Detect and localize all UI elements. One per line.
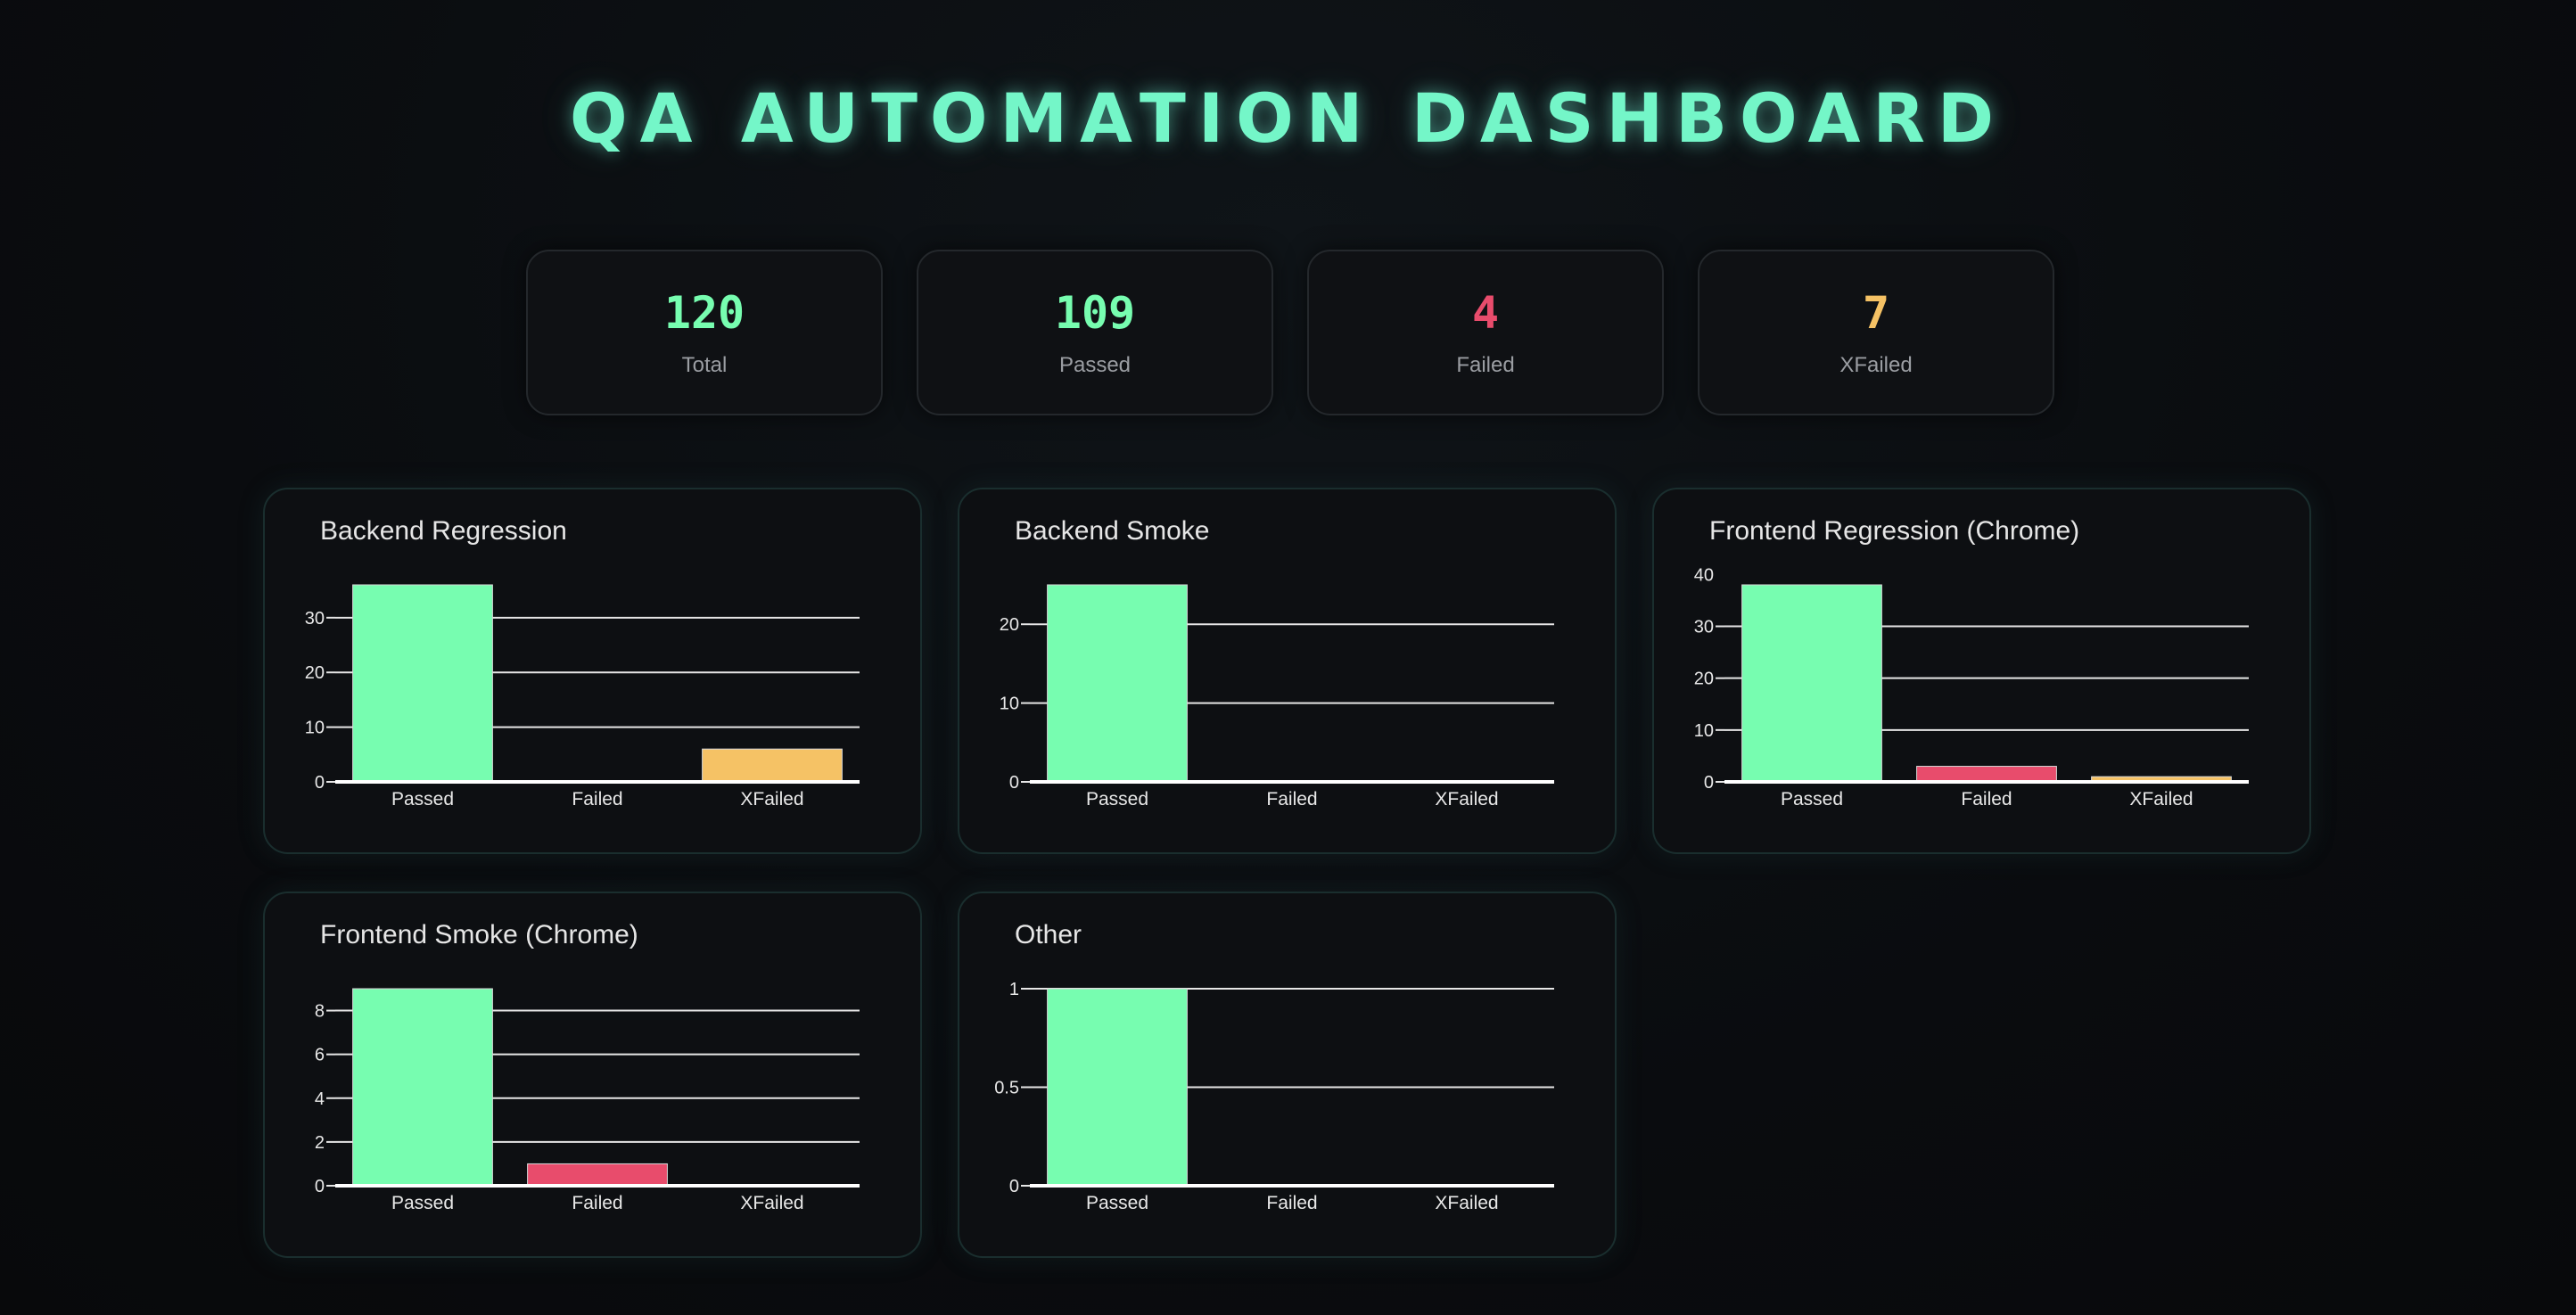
stats-row: 120 Total 109 Passed 4 Failed 7 XFailed <box>526 250 2054 415</box>
page-title: QA AUTOMATION DASHBOARD <box>569 78 2007 158</box>
x-tick-label: XFailed <box>740 1193 803 1213</box>
chart-card-other: Other 0 0.5 1 Passed Failed XFailed <box>958 892 1617 1258</box>
stat-label: XFailed <box>1839 353 1913 377</box>
y-tick-label: 0 <box>1704 773 1714 793</box>
bar-passed <box>1047 988 1188 1187</box>
chart-title: Other <box>1015 920 1082 949</box>
x-tick-label: XFailed <box>740 789 803 810</box>
y-tick-label: 4 <box>315 1089 325 1109</box>
y-tick-label: 20 <box>1000 615 1019 635</box>
y-tick-label: 30 <box>305 609 325 629</box>
y-tick-label: 0 <box>1009 773 1019 793</box>
bar-chart: 0 0.5 1 Passed Failed XFailed <box>994 980 1554 1213</box>
stat-value: 7 <box>1862 287 1890 339</box>
chart-card-frontend-regression: Frontend Regression (Chrome) 0 10 20 30 40 Pa… <box>1652 488 2311 854</box>
stat-card-total: 120 Total <box>526 250 883 415</box>
stat-card-failed: 4 Failed <box>1307 250 1664 415</box>
x-tick-label: Passed <box>1781 789 1843 810</box>
stat-value: 109 <box>1054 287 1136 339</box>
x-tick-label: Passed <box>1086 789 1148 810</box>
chart-card-backend-regression: Backend Regression 0 10 20 30 Passed Failed XF… <box>263 488 922 854</box>
y-tick-label: 1 <box>1009 980 1019 999</box>
y-tick-label: 40 <box>1694 565 1714 585</box>
y-tick-label: 0 <box>315 1177 325 1196</box>
x-tick-label: XFailed <box>1435 789 1498 810</box>
stat-label: Total <box>681 353 728 377</box>
x-tick-label: Failed <box>1961 789 2012 810</box>
bar-xfailed <box>702 748 843 783</box>
y-tick-label: 10 <box>305 719 325 738</box>
bar-passed <box>1047 584 1188 783</box>
stat-value: 4 <box>1471 287 1500 339</box>
x-tick-label: Failed <box>572 1193 622 1213</box>
x-tick-label: Passed <box>1086 1193 1148 1213</box>
bar-passed <box>352 988 493 1187</box>
chart-card-backend-smoke: Backend Smoke 0 10 20 Passed Failed XFailed <box>958 488 1617 854</box>
bar-failed <box>527 1163 668 1187</box>
y-tick-label: 30 <box>1694 618 1714 637</box>
bar-chart: 0 10 20 30 Passed Failed XFailed <box>305 584 860 810</box>
y-tick-label: 2 <box>315 1133 325 1153</box>
chart-title: Backend Regression <box>320 516 567 546</box>
stat-card-xfailed: 7 XFailed <box>1698 250 2054 415</box>
y-tick-label: 6 <box>315 1046 325 1065</box>
y-tick-label: 0.5 <box>994 1079 1019 1098</box>
bar-passed <box>352 584 493 783</box>
y-tick-label: 0 <box>315 773 325 793</box>
y-tick-label: 10 <box>1694 721 1714 741</box>
stat-card-passed: 109 Passed <box>917 250 1273 415</box>
x-tick-label: Failed <box>572 789 622 810</box>
y-tick-label: 20 <box>1694 670 1714 689</box>
x-tick-label: Passed <box>391 1193 454 1213</box>
bar-passed <box>1741 584 1882 783</box>
chart-title: Frontend Smoke (Chrome) <box>320 920 638 949</box>
chart-title: Backend Smoke <box>1015 516 1210 546</box>
x-tick-label: Failed <box>1266 1193 1317 1213</box>
x-tick-label: XFailed <box>1435 1193 1498 1213</box>
x-tick-label: Passed <box>391 789 454 810</box>
x-tick-label: Failed <box>1266 789 1317 810</box>
stat-label: Failed <box>1456 353 1515 377</box>
stat-value: 120 <box>663 287 745 339</box>
bar-chart: 0 10 20 30 40 Passed Failed XFailed <box>1694 565 2249 810</box>
bar-chart: 0 10 20 Passed Failed XFailed <box>1000 584 1554 810</box>
chart-title: Frontend Regression (Chrome) <box>1709 516 2080 546</box>
y-tick-label: 10 <box>1000 694 1019 714</box>
x-tick-label: XFailed <box>2129 789 2193 810</box>
stat-label: Passed <box>1058 353 1132 377</box>
y-tick-label: 0 <box>1009 1177 1019 1196</box>
y-tick-label: 20 <box>305 663 325 683</box>
y-tick-label: 8 <box>315 1002 325 1022</box>
chart-card-frontend-smoke: Frontend Smoke (Chrome) 0 2 4 6 8 Passed Faile… <box>263 892 922 1258</box>
bar-failed <box>1916 766 2057 783</box>
bar-chart: 0 2 4 6 8 Passed Failed XFailed <box>315 988 860 1213</box>
